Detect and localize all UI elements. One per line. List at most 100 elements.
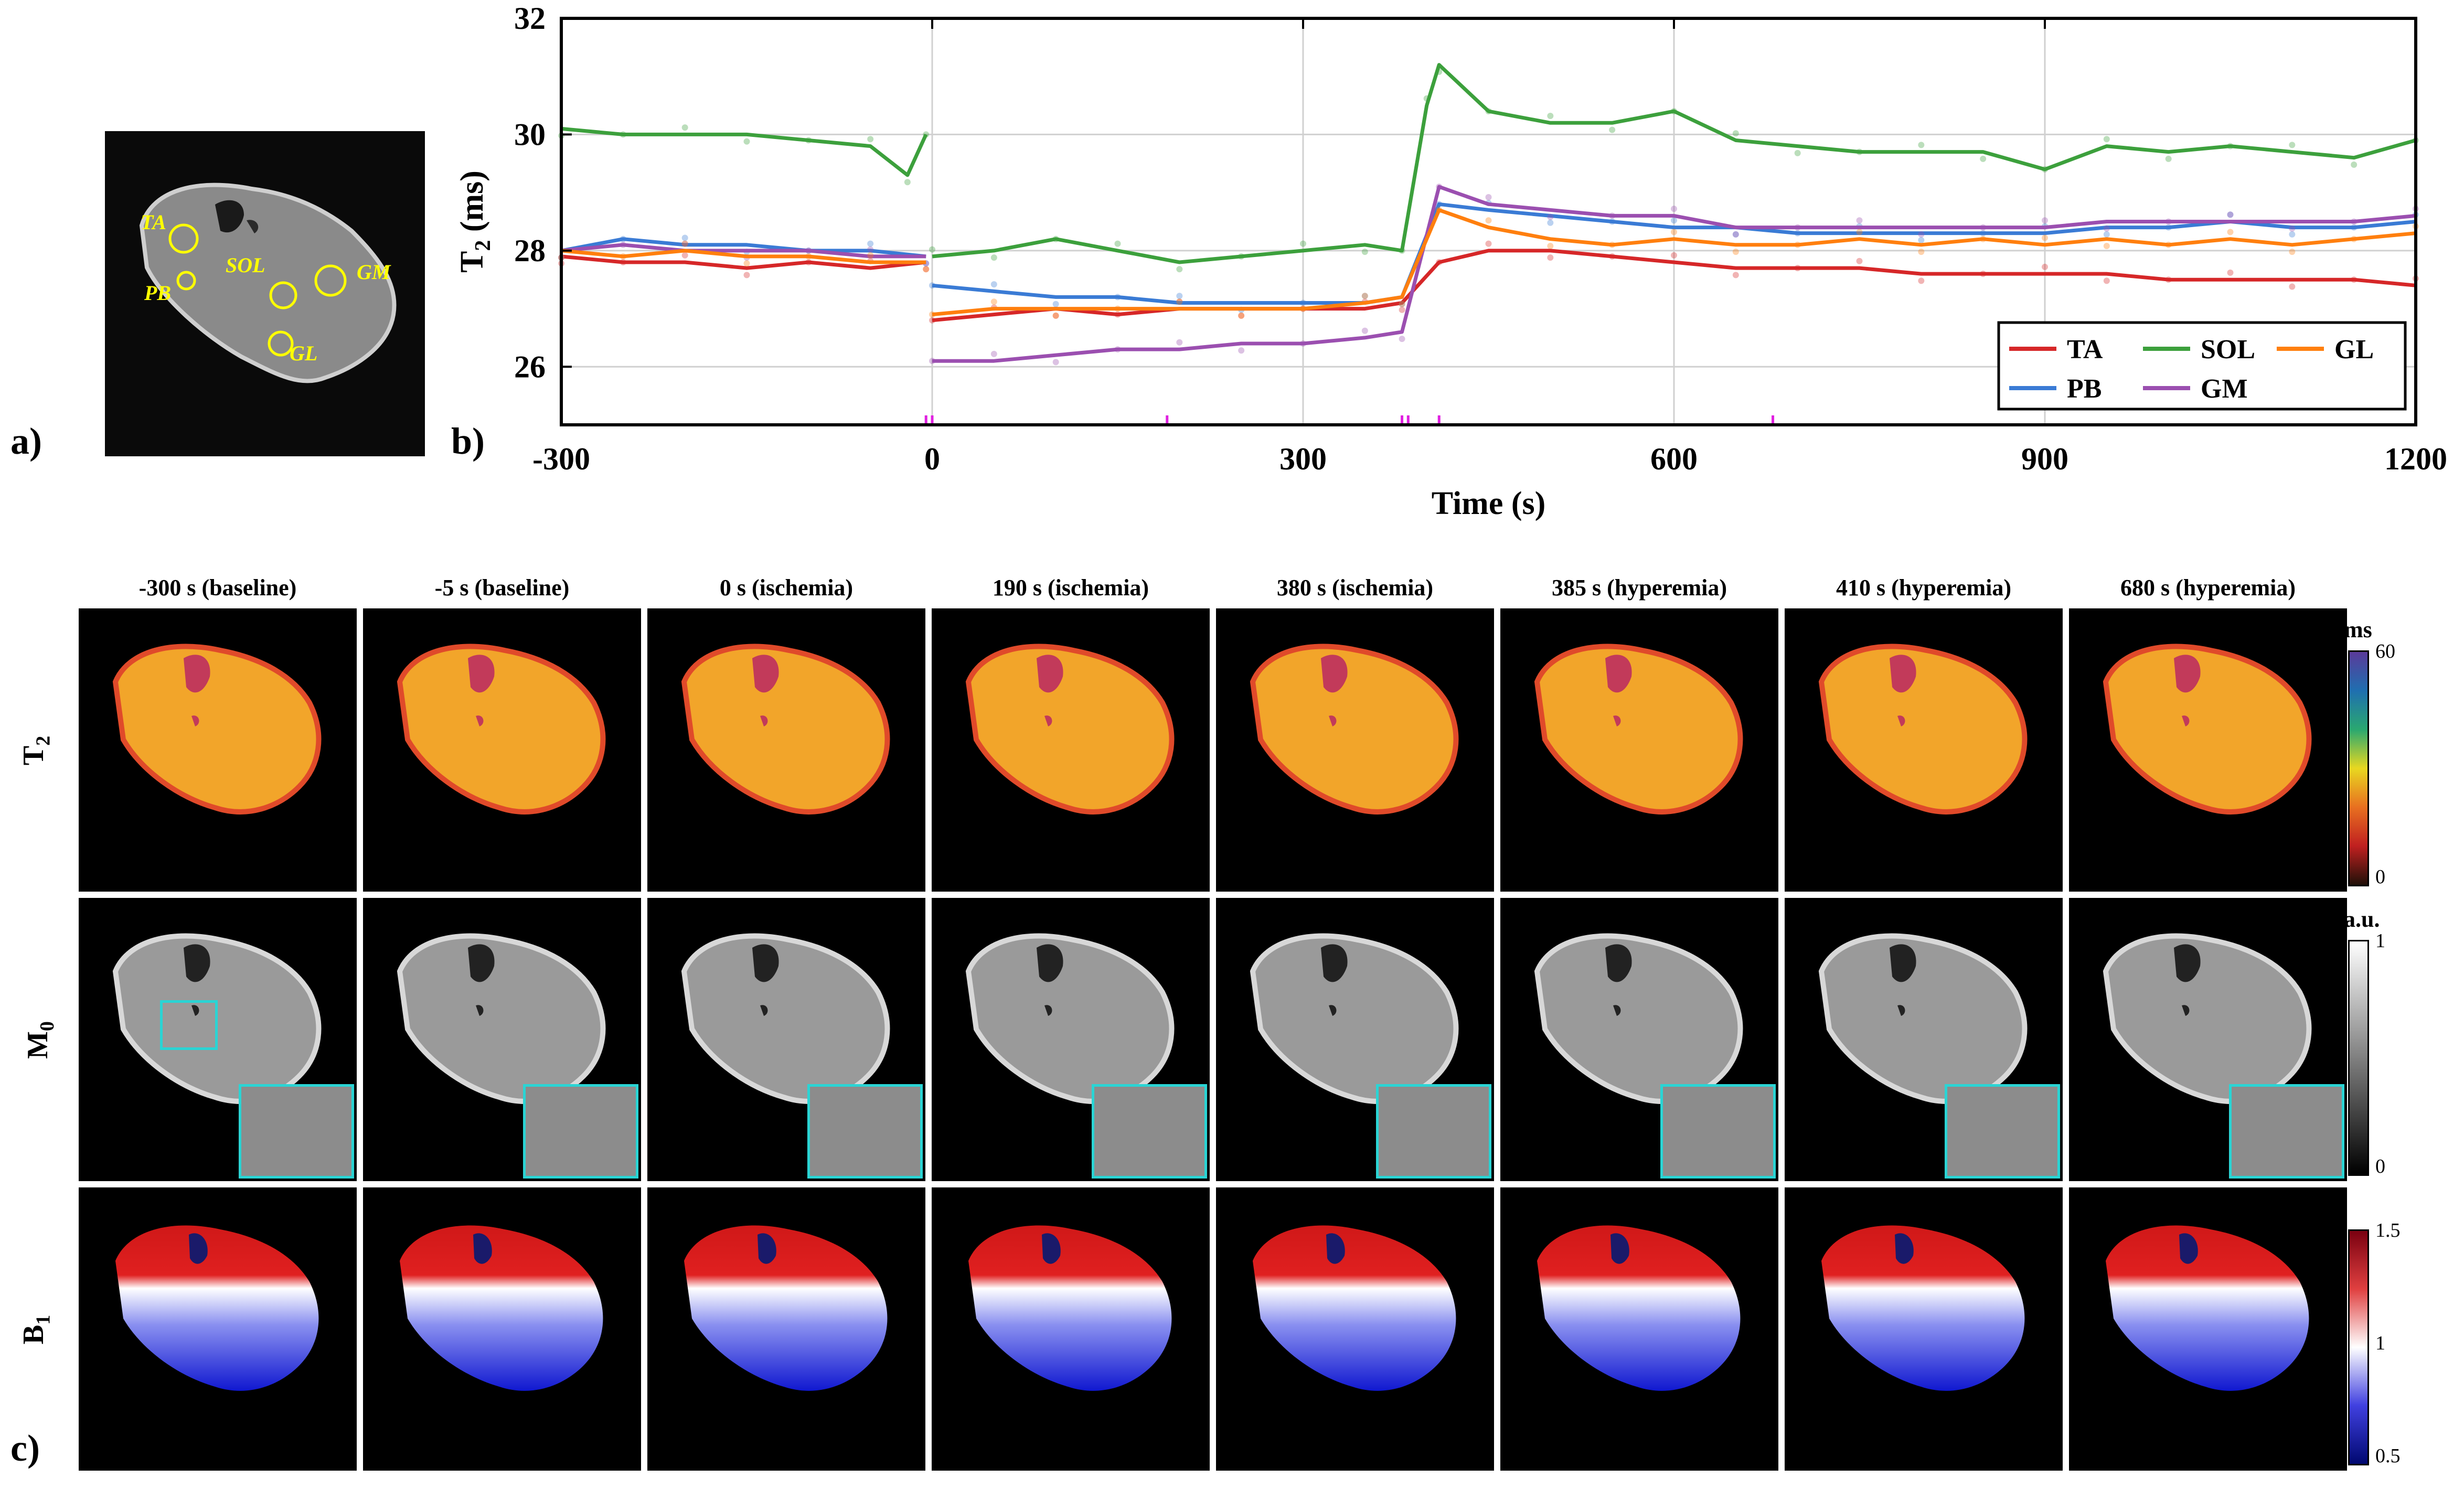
roi-label-sol: SOL bbox=[226, 253, 265, 277]
map-tile-r0-c3 bbox=[932, 608, 1210, 892]
map-tile-r2-c4 bbox=[1216, 1187, 1494, 1471]
series-ta-dot-30 bbox=[2289, 283, 2296, 290]
series-gl-dot-15 bbox=[1399, 301, 1405, 307]
zoom-inset-5 bbox=[1660, 1084, 1776, 1179]
series-gl-dot-23 bbox=[1856, 229, 1863, 235]
map-tile-r0-c5 bbox=[1500, 608, 1778, 892]
series-gl-dot-20 bbox=[1671, 229, 1677, 235]
series-gm-dot-17 bbox=[1485, 194, 1492, 200]
x-tick-label-2: 300 bbox=[1279, 442, 1327, 476]
series-gl-dot-30 bbox=[2289, 249, 2296, 255]
row-label-0: T2 bbox=[17, 735, 55, 766]
series-ta-dot-12 bbox=[1238, 312, 1245, 319]
series-sol-dot-12 bbox=[1176, 266, 1183, 273]
x-tick-label-3: 600 bbox=[1650, 442, 1698, 476]
x-tick-label-1: 0 bbox=[924, 442, 940, 476]
series-gm-dot-2 bbox=[681, 240, 688, 247]
series-sol-dot-14 bbox=[1300, 240, 1306, 247]
map-tile-r2-c0 bbox=[79, 1187, 357, 1471]
column-title-0: -300 s (baseline) bbox=[138, 575, 297, 601]
series-ta-dot-15 bbox=[1399, 306, 1405, 313]
series-pb-dot-5 bbox=[867, 240, 874, 247]
series-gl-dot-11 bbox=[1176, 298, 1183, 305]
map-tile-r0-c2 bbox=[647, 608, 925, 892]
series-gl-dot-21 bbox=[1732, 249, 1739, 255]
series-pb-line-0 bbox=[561, 237, 926, 259]
series-ta-dot-3 bbox=[743, 272, 750, 278]
legend-label-gm: GM bbox=[2201, 374, 2248, 404]
column-title-4: 380 s (ischemia) bbox=[1276, 575, 1434, 601]
series-gm-dot-29 bbox=[2227, 211, 2234, 218]
series-gl-dot-9 bbox=[1052, 312, 1059, 319]
series-pb-dot-27 bbox=[2103, 231, 2110, 238]
series-sol-line-0 bbox=[561, 126, 928, 177]
series-sol-dot-11 bbox=[1114, 240, 1121, 247]
series-pb-dot-8 bbox=[990, 281, 997, 288]
roi-gl-circle bbox=[268, 330, 294, 357]
column-title-7: 680 s (hyperemia) bbox=[2120, 575, 2296, 601]
series-pb-dot-9 bbox=[1052, 301, 1059, 307]
series-gl-dot-17 bbox=[1485, 217, 1492, 224]
colorbar-tick-2-0: 1.5 bbox=[2375, 1219, 2401, 1241]
zoom-inset-3 bbox=[1092, 1084, 1207, 1179]
map-tile-r0-c1 bbox=[363, 608, 641, 892]
series-gl-dot-2 bbox=[681, 240, 688, 247]
series-ta-dot-20 bbox=[1671, 252, 1677, 259]
map-tile-r2-c6 bbox=[1785, 1187, 2063, 1471]
series-sol-dot-20 bbox=[1547, 113, 1554, 119]
series-ta-dot-9 bbox=[1052, 312, 1059, 319]
series-ta-dot-23 bbox=[1856, 258, 1863, 264]
map-tile-r0-c4 bbox=[1216, 608, 1494, 892]
series-pb-dot-21 bbox=[1732, 231, 1739, 238]
column-title-6: 410 s (hyperemia) bbox=[1836, 575, 2012, 601]
x-tick-label-4: 900 bbox=[2021, 442, 2068, 476]
series-gm-dot-20 bbox=[1671, 206, 1677, 212]
roi-label-pb: PB bbox=[144, 281, 172, 305]
series-ta-dot-18 bbox=[1547, 254, 1554, 261]
map-tile-r1-c4 bbox=[1216, 898, 1494, 1181]
series-pb-dot-14 bbox=[1361, 293, 1368, 299]
series-sol-dot-27 bbox=[1980, 155, 1987, 162]
series-gm-dot-23 bbox=[1856, 217, 1863, 224]
y-tick-label-3: 32 bbox=[514, 1, 546, 36]
row-label-2: B1 bbox=[17, 1314, 55, 1345]
legend-label-pb: PB bbox=[2067, 374, 2102, 404]
series-pb-dot-30 bbox=[2289, 231, 2296, 238]
series-sol-dot-23 bbox=[1732, 130, 1739, 137]
map-tile-r1-c3 bbox=[932, 898, 1210, 1181]
series-gm-dot-30 bbox=[2289, 225, 2296, 232]
svg-text:T2 (ms): T2 (ms) bbox=[454, 170, 495, 273]
colorbar-1 bbox=[2348, 940, 2369, 1176]
series-sol-dot-26 bbox=[1918, 142, 1925, 148]
zoom-inset-6 bbox=[1945, 1084, 2060, 1179]
series-sol-line-1 bbox=[932, 63, 2416, 264]
series-gl-line-0 bbox=[561, 249, 926, 264]
row-label-1: M0 bbox=[21, 1021, 59, 1059]
legend-label-sol: SOL bbox=[2201, 335, 2255, 365]
series-sol-dot-15 bbox=[1361, 249, 1368, 255]
series-gl-dot-24 bbox=[1918, 249, 1925, 255]
colorbar-2 bbox=[2348, 1229, 2369, 1465]
colorbar-tick-0-0: 60 bbox=[2375, 640, 2395, 662]
colorbar-0 bbox=[2348, 650, 2369, 886]
map-tile-r2-c5 bbox=[1500, 1187, 1778, 1471]
series-sol-dot-32 bbox=[2289, 142, 2296, 148]
roi-pb-circle bbox=[176, 271, 196, 291]
panel-letter-b: b) bbox=[451, 420, 485, 462]
series-sol-dot-21 bbox=[1609, 126, 1616, 133]
series-ta-dot-27 bbox=[2103, 277, 2110, 284]
series-ta-dot-2 bbox=[681, 252, 688, 259]
series-gl-dot-18 bbox=[1547, 243, 1554, 249]
roi-gm-circle bbox=[314, 264, 347, 297]
series-pb-dot-29 bbox=[2227, 211, 2234, 218]
legend-box bbox=[1997, 321, 2407, 411]
map-tile-r0-c7 bbox=[2069, 608, 2347, 892]
series-gl-dot-14 bbox=[1361, 293, 1368, 299]
series-pb-dot-2 bbox=[681, 234, 688, 241]
series-gm-dot-18 bbox=[1547, 213, 1554, 220]
zoom-inset-0 bbox=[239, 1084, 354, 1179]
series-gm-dot-27 bbox=[2103, 225, 2110, 232]
zoom-region-box bbox=[160, 1000, 218, 1050]
series-ta-dot-17 bbox=[1485, 240, 1492, 247]
map-tile-r2-c7 bbox=[2069, 1187, 2347, 1471]
